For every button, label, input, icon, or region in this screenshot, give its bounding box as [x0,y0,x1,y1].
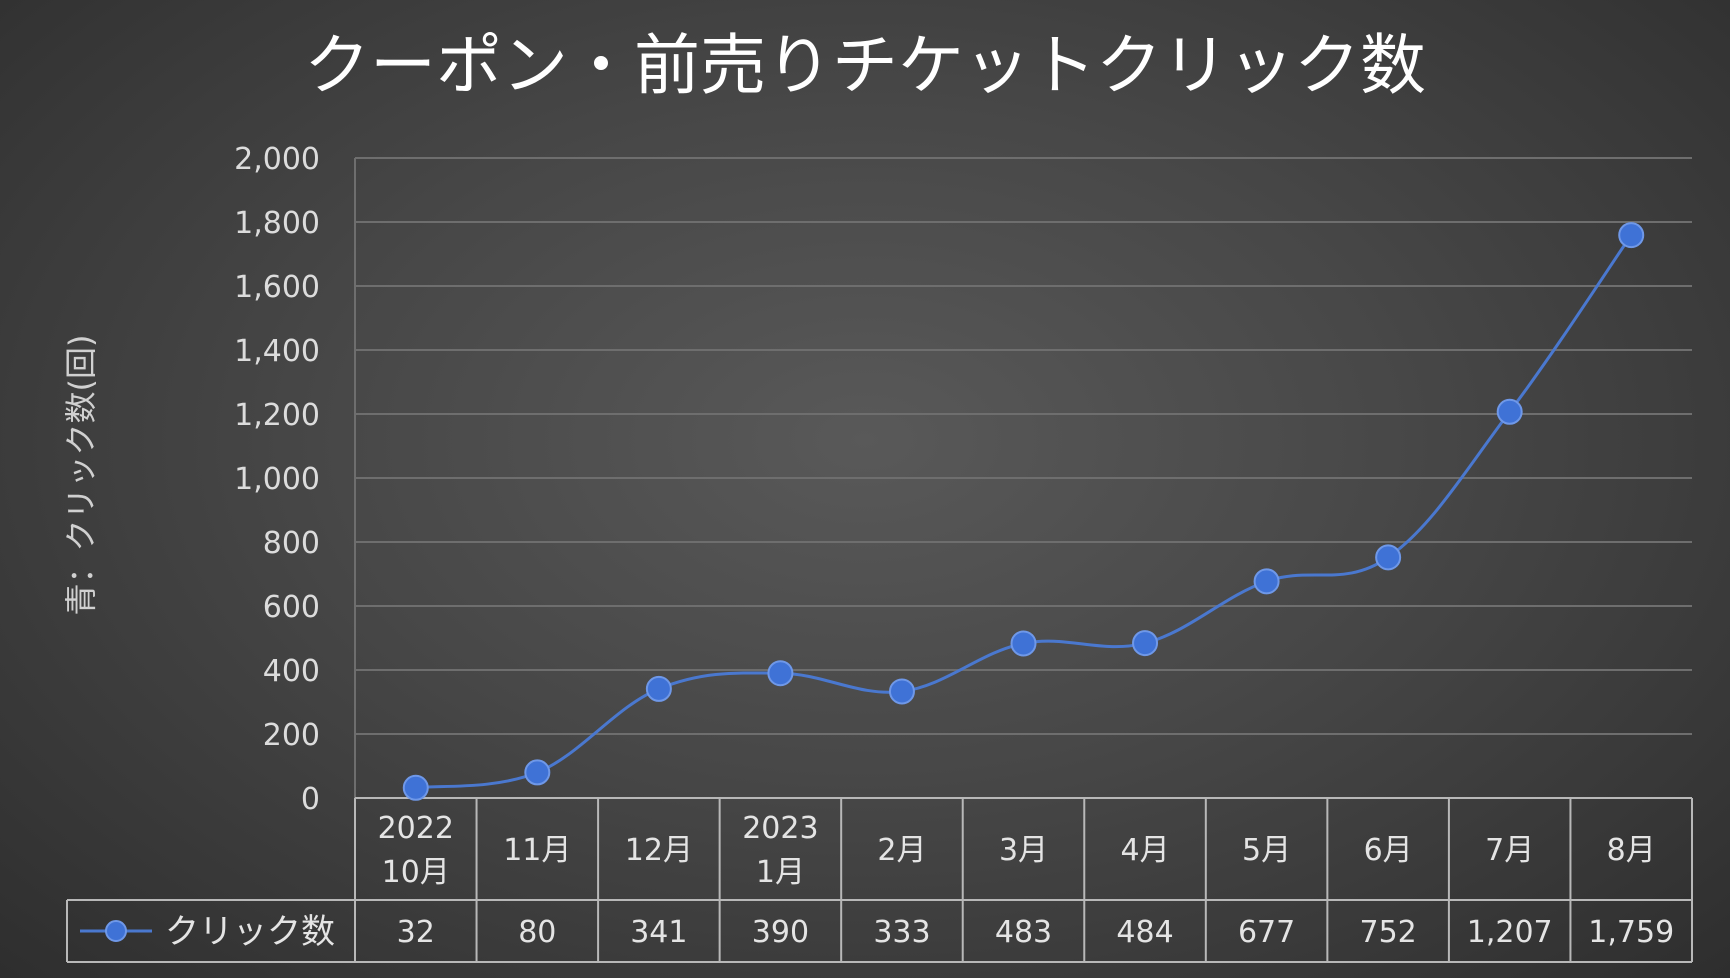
y-axis-ticks: 0 200 400 600 800 1,000 1,200 1,400 1,600 1,800 2,… [234,142,320,817]
table-value-label: 1,759 [1588,915,1674,950]
data-point [1496,398,1523,425]
y-tick-label: 1,800 [234,206,320,241]
legend-marker [105,920,127,942]
table-value-label: 752 [1360,915,1417,950]
y-tick-label: 1,000 [234,462,320,497]
y-tick-label: 200 [263,718,320,753]
series-markers [402,222,1645,801]
y-tick-label: 1,600 [234,270,320,305]
data-point [1618,222,1645,249]
data-point [402,774,429,801]
data-point [645,675,672,702]
table-value-label: 483 [995,915,1052,950]
x-category-label: 4月 [1120,833,1169,868]
x-category-label: 2022 [378,811,454,846]
data-point [1253,568,1280,595]
table-value-label: 390 [752,915,809,950]
x-category-label: 12月 [625,833,693,868]
x-category-label: 7月 [1485,833,1534,868]
table-value-label: 484 [1116,915,1173,950]
data-point [1132,630,1159,657]
x-category-label: 11月 [503,833,571,868]
x-category-label: 6月 [1364,833,1413,868]
y-tick-label: 400 [263,654,320,689]
chart-title: クーポン・前売りチケットクリック数 [304,27,1426,104]
x-category-label: 10月 [382,855,450,890]
series-line-click-count [415,234,1633,790]
y-axis-label: 青：クリック数(回) [62,335,100,616]
x-category-label: 5月 [1242,833,1291,868]
data-table: 2022 10月 11月 12月 2023 1月 2月 3月 4月 5月 6月 7月 8月 32 80 341… [66,797,1693,963]
table-value-label: 333 [873,915,930,950]
x-category-label: 2月 [877,833,926,868]
data-point [1375,544,1402,571]
table-value-label: 677 [1238,915,1295,950]
y-tick-label: 2,000 [234,142,320,177]
data-point [1010,630,1037,657]
legend-label: クリック数 [165,912,335,952]
y-tick-label: 800 [263,526,320,561]
y-tick-label: 1,200 [234,398,320,433]
data-point [888,678,915,705]
table-value-label: 32 [397,915,435,950]
table-value-label: 1,207 [1467,915,1553,950]
x-category-label: 2023 [742,811,818,846]
x-category-label: 8月 [1607,833,1656,868]
y-tick-label: 600 [263,590,320,625]
y-tick-label: 1,400 [234,334,320,369]
table-value-label: 80 [518,915,556,950]
series-line-layer [415,234,1633,790]
table-value-label: 341 [630,915,687,950]
x-category-label: 3月 [999,833,1048,868]
x-category-label: 1月 [756,855,805,890]
data-point [524,759,551,786]
y-tick-label: 0 [301,782,320,817]
gridlines [354,157,1692,798]
data-point [767,660,794,687]
